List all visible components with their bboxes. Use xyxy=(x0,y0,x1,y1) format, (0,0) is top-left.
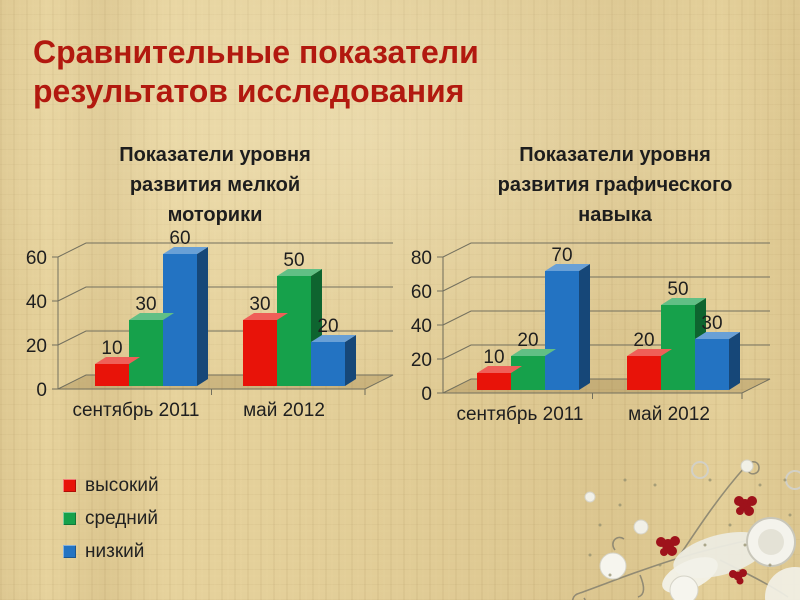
svg-text:май 2012: май 2012 xyxy=(243,400,325,421)
svg-text:60: 60 xyxy=(411,282,432,303)
svg-text:40: 40 xyxy=(411,316,432,337)
legend-item-medium: средний xyxy=(63,502,159,535)
svg-text:40: 40 xyxy=(26,292,47,313)
slide-title: Сравнительные показатели результатов иссл… xyxy=(33,33,653,111)
legend-swatch-medium xyxy=(63,512,76,525)
svg-text:20: 20 xyxy=(517,330,538,351)
svg-text:0: 0 xyxy=(36,380,47,401)
chart-legend: высокий средний низкий xyxy=(63,469,159,568)
svg-text:0: 0 xyxy=(421,384,432,405)
chart-title-line: развития графического xyxy=(497,174,733,196)
legend-item-high: высокий xyxy=(63,469,159,502)
legend-label-low: низкий xyxy=(85,540,145,562)
chart-title-line: Показатели уровня xyxy=(119,144,311,166)
chart-block-fine-motor: Показатели уровня развития мелкой мотори… xyxy=(0,140,400,450)
chart-title-line: развития мелкой xyxy=(129,174,301,196)
svg-text:20: 20 xyxy=(633,330,654,351)
svg-text:50: 50 xyxy=(283,250,304,271)
bar-chart-fine-motor: 0 20 40 60 10 30 60 30 50 20 сентябрь 2011 май 2012 xyxy=(26,230,394,421)
svg-text:20: 20 xyxy=(411,350,432,371)
svg-text:сентябрь 2011: сентябрь 2011 xyxy=(72,400,199,421)
legend-swatch-low xyxy=(63,545,76,558)
slide-title-line-2: результатов исследования xyxy=(33,73,465,109)
chart-title-line: моторики xyxy=(167,204,263,226)
chart-title-line: Показатели уровня xyxy=(519,144,711,166)
svg-text:май 2012: май 2012 xyxy=(628,404,710,425)
legend-item-low: низкий xyxy=(63,535,159,568)
svg-text:80: 80 xyxy=(411,248,432,269)
legend-swatch-high xyxy=(63,479,76,492)
svg-text:60: 60 xyxy=(169,230,190,249)
svg-text:30: 30 xyxy=(249,294,270,315)
svg-text:10: 10 xyxy=(483,347,504,368)
legend-label-medium: средний xyxy=(85,507,159,529)
svg-text:30: 30 xyxy=(135,294,156,315)
svg-text:70: 70 xyxy=(551,245,572,266)
slide-title-line-1: Сравнительные показатели xyxy=(33,34,479,70)
chart-title-graphic-skill: Показатели уровня развития графического … xyxy=(435,140,795,230)
svg-text:10: 10 xyxy=(101,338,122,359)
svg-text:30: 30 xyxy=(701,313,722,334)
chart-block-graphic-skill: Показатели уровня развития графического … xyxy=(400,140,800,450)
legend-label-high: высокий xyxy=(85,474,159,496)
bar-chart-graphic-skill: 0 20 40 60 80 10 20 70 20 50 30 сентябрь 2011 май 20… xyxy=(411,242,771,425)
svg-text:сентябрь 2011: сентябрь 2011 xyxy=(456,404,583,425)
chart-title-line: навыка xyxy=(578,204,652,226)
svg-text:20: 20 xyxy=(26,336,47,357)
floral-ornament xyxy=(572,459,800,600)
svg-text:60: 60 xyxy=(26,248,47,269)
chart-title-fine-motor: Показатели уровня развития мелкой мотори… xyxy=(35,140,395,230)
svg-text:50: 50 xyxy=(667,279,688,300)
svg-text:20: 20 xyxy=(317,316,338,337)
